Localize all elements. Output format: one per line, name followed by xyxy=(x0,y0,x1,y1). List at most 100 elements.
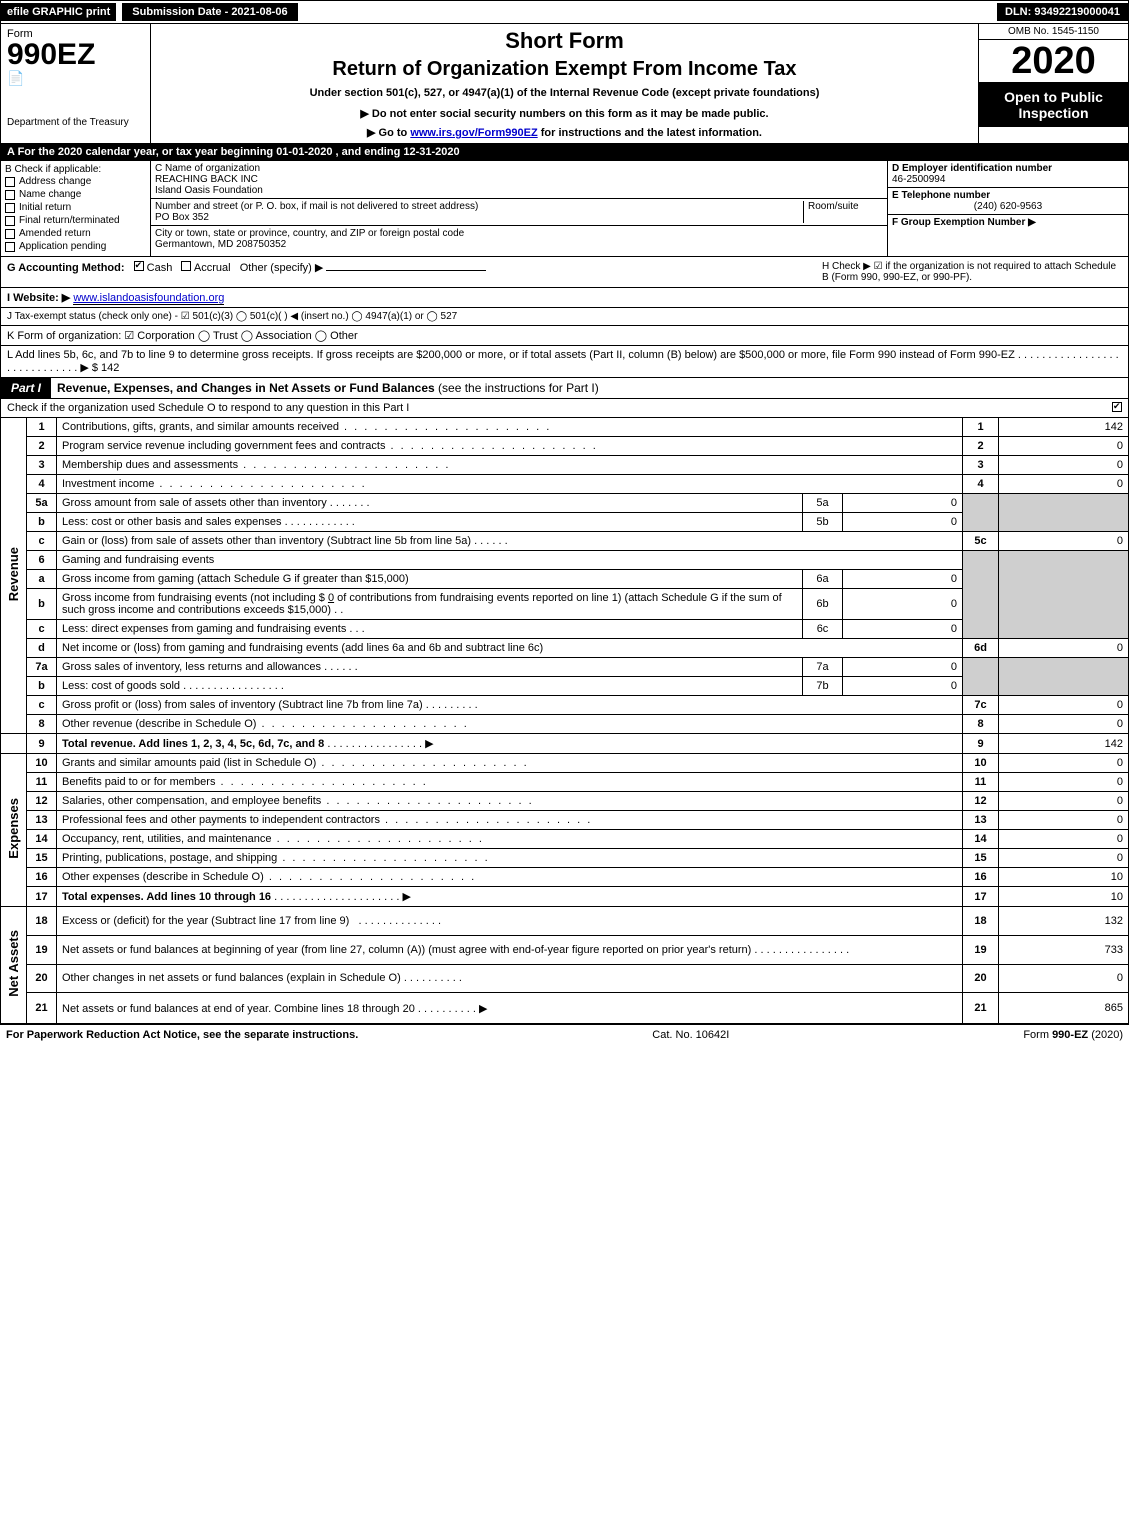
ln6d-val: 0 xyxy=(999,639,1129,658)
ln10-rnum: 10 xyxy=(963,754,999,773)
ln7a-box: 7a xyxy=(803,658,843,677)
ln7a-desc: Gross sales of inventory, less returns a… xyxy=(62,661,321,673)
ln7a-subval: 0 xyxy=(843,658,963,677)
ln7ab-shade-val xyxy=(999,658,1129,696)
opt-address-change: Address change xyxy=(19,176,91,187)
open-public: Open to Public Inspection xyxy=(979,83,1128,127)
ln5b-num: b xyxy=(27,513,57,532)
efile-label[interactable]: efile GRAPHIC print xyxy=(1,3,116,21)
ln2-rnum: 2 xyxy=(963,437,999,456)
l-amount: 142 xyxy=(101,362,119,374)
goto-prefix: ▶ Go to xyxy=(367,127,410,139)
top-bar: efile GRAPHIC print Submission Date - 20… xyxy=(0,0,1129,24)
ln4-desc: Investment income xyxy=(62,478,154,490)
ln13-desc: Professional fees and other payments to … xyxy=(62,814,380,826)
ln18-desc: Excess or (deficit) for the year (Subtra… xyxy=(62,915,349,927)
submission-date: Submission Date - 2021-08-06 xyxy=(122,3,297,21)
revenue-vlabel-end xyxy=(1,734,27,754)
header-left: Form 990EZ 📄 Department of the Treasury xyxy=(1,24,151,143)
form-number: 990EZ xyxy=(7,40,144,70)
ln7c-num: c xyxy=(27,696,57,715)
chk-cash[interactable] xyxy=(134,261,144,271)
ln5b-subval: 0 xyxy=(843,513,963,532)
goto-link[interactable]: www.irs.gov/Form990EZ xyxy=(410,127,537,139)
e-phone-label: E Telephone number xyxy=(892,190,990,201)
part1-badge: Part I xyxy=(1,378,51,398)
c-name-label: C Name of organization xyxy=(155,163,260,174)
ln9-desc: Total revenue. Add lines 1, 2, 3, 4, 5c,… xyxy=(62,738,324,750)
ln11-num: 11 xyxy=(27,773,57,792)
ln14-desc: Occupancy, rent, utilities, and maintena… xyxy=(62,833,272,845)
ln12-num: 12 xyxy=(27,792,57,811)
ln7b-box: 7b xyxy=(803,677,843,696)
page-footer: For Paperwork Reduction Act Notice, see … xyxy=(0,1024,1129,1045)
ln18-rnum: 18 xyxy=(963,907,999,936)
form-header: Form 990EZ 📄 Department of the Treasury … xyxy=(0,24,1129,143)
department-label: Department of the Treasury xyxy=(7,117,144,128)
doc-icon: 📄 xyxy=(7,70,144,87)
ln19-val: 733 xyxy=(999,935,1129,964)
footer-right: Form 990-EZ (2020) xyxy=(1023,1029,1123,1041)
ln5a-box: 5a xyxy=(803,494,843,513)
box-b-title: B Check if applicable: xyxy=(5,164,146,175)
ln7c-rnum: 7c xyxy=(963,696,999,715)
box-h: H Check ▶ ☑ if the organization is not r… xyxy=(822,261,1122,283)
chk-amended-return[interactable] xyxy=(5,229,15,239)
ln7a-num: 7a xyxy=(27,658,57,677)
ln6b-desc: Gross income from fundraising events (no… xyxy=(57,589,803,620)
org-name-2: Island Oasis Foundation xyxy=(155,185,263,196)
chk-name-change[interactable] xyxy=(5,190,15,200)
ln6b-box: 6b xyxy=(803,589,843,620)
ln19-num: 19 xyxy=(27,935,57,964)
box-l: L Add lines 5b, 6c, and 7b to line 9 to … xyxy=(0,346,1129,378)
ln6c-box: 6c xyxy=(803,620,843,639)
ln15-val: 0 xyxy=(999,849,1129,868)
ln6c-num: c xyxy=(27,620,57,639)
g-accrual: Accrual xyxy=(194,262,231,274)
ln21-val: 865 xyxy=(999,993,1129,1023)
ln15-num: 15 xyxy=(27,849,57,868)
ln16-rnum: 16 xyxy=(963,868,999,887)
chk-accrual[interactable] xyxy=(181,261,191,271)
ln15-rnum: 15 xyxy=(963,849,999,868)
part1-title-text: Revenue, Expenses, and Changes in Net As… xyxy=(57,381,438,395)
ln5a-num: 5a xyxy=(27,494,57,513)
expenses-vlabel: Expenses xyxy=(1,754,27,907)
goto-suffix: for instructions and the latest informat… xyxy=(541,127,762,139)
ln1-rnum: 1 xyxy=(963,418,999,437)
footer-mid: Cat. No. 10642I xyxy=(358,1029,1023,1041)
ln20-rnum: 20 xyxy=(963,964,999,993)
part1-check-text: Check if the organization used Schedule … xyxy=(7,402,1112,414)
chk-application-pending[interactable] xyxy=(5,242,15,252)
g-other-input[interactable] xyxy=(326,270,486,271)
footer-left: For Paperwork Reduction Act Notice, see … xyxy=(6,1029,358,1041)
g-cash: Cash xyxy=(147,262,173,274)
ln6a-num: a xyxy=(27,570,57,589)
org-city: Germantown, MD 208750352 xyxy=(155,239,286,250)
ln13-val: 0 xyxy=(999,811,1129,830)
opt-final-return: Final return/terminated xyxy=(19,215,120,226)
ln9-rnum: 9 xyxy=(963,734,999,754)
ln19-rnum: 19 xyxy=(963,935,999,964)
part1-header: Part I Revenue, Expenses, and Changes in… xyxy=(0,378,1129,399)
chk-address-change[interactable] xyxy=(5,177,15,187)
chk-schedule-o[interactable] xyxy=(1112,402,1122,412)
ln6a-subval: 0 xyxy=(843,570,963,589)
ln10-val: 0 xyxy=(999,754,1129,773)
ln10-num: 10 xyxy=(27,754,57,773)
ln7c-desc: Gross profit or (loss) from sales of inv… xyxy=(62,699,423,711)
ln21-rnum: 21 xyxy=(963,993,999,1023)
ln21-num: 21 xyxy=(27,993,57,1023)
ln11-rnum: 11 xyxy=(963,773,999,792)
ein: 46-2500994 xyxy=(892,174,945,185)
chk-initial-return[interactable] xyxy=(5,203,15,213)
opt-application-pending: Application pending xyxy=(19,241,106,252)
ln5c-desc: Gain or (loss) from sale of assets other… xyxy=(62,535,471,547)
ln6d-rnum: 6d xyxy=(963,639,999,658)
tax-year: 2020 xyxy=(979,40,1128,83)
website-link[interactable]: www.islandoasisfoundation.org xyxy=(73,292,224,305)
chk-final-return[interactable] xyxy=(5,216,15,226)
ln8-val: 0 xyxy=(999,715,1129,734)
ln4-num: 4 xyxy=(27,475,57,494)
phone: (240) 620-9563 xyxy=(892,201,1124,212)
